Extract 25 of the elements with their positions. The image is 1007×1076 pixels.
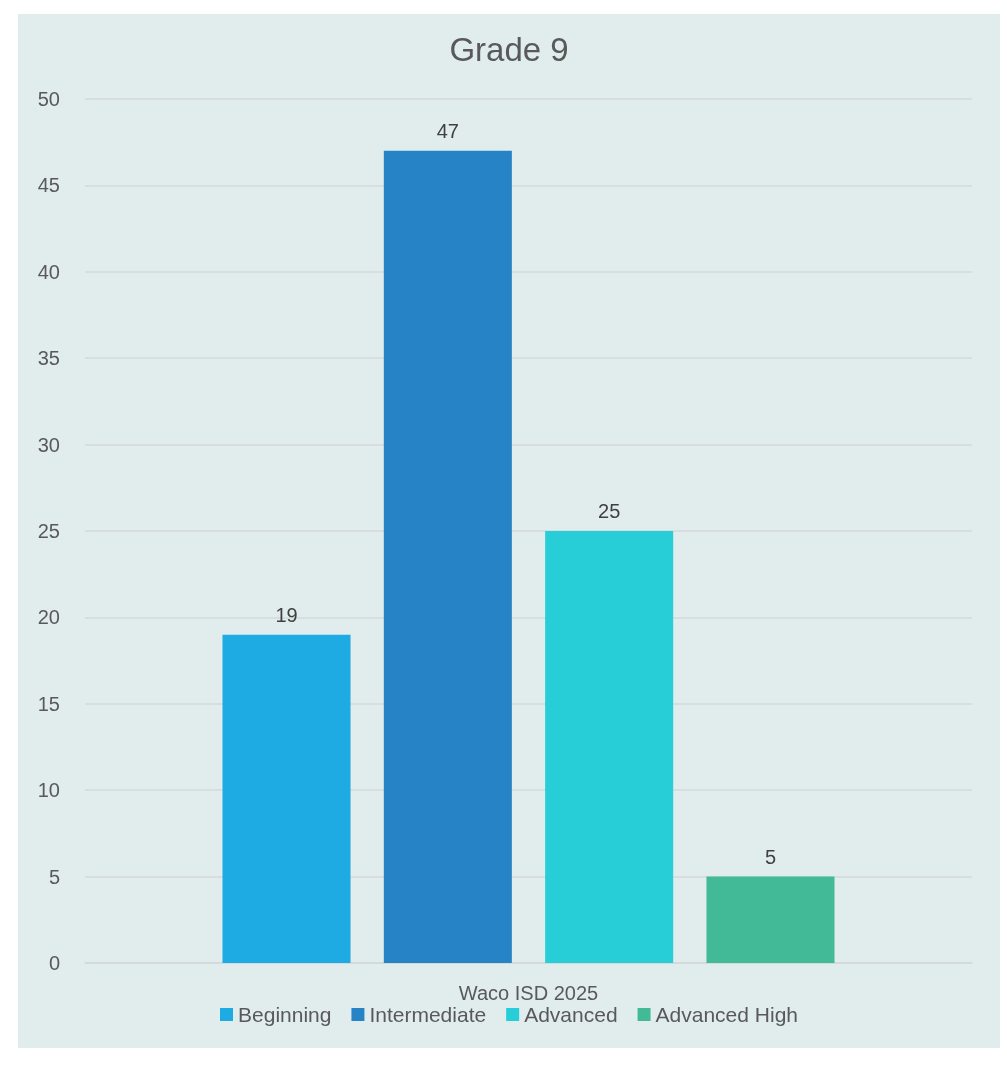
data-label: 25 (598, 500, 621, 522)
y-tick-label: 10 (37, 779, 60, 802)
legend-label: Beginning (238, 1003, 332, 1026)
bar (383, 150, 512, 963)
y-tick-label: 35 (37, 347, 60, 370)
y-tick-label: 30 (37, 433, 60, 456)
legend-label: Advanced (524, 1003, 618, 1026)
data-label: 5 (764, 845, 777, 868)
data-label: 19 (275, 603, 298, 626)
chart-title: Grade 9 (449, 31, 569, 68)
y-tick-label: 25 (37, 520, 60, 542)
legend-label: Advanced High (655, 1003, 798, 1026)
bar (545, 531, 674, 963)
y-tick-label: 0 (48, 952, 60, 974)
bar (222, 634, 351, 963)
y-tick-label: 45 (37, 174, 60, 197)
data-label: 47 (436, 119, 459, 142)
legend-label: Intermediate (369, 1003, 487, 1026)
y-tick-label: 50 (37, 88, 60, 110)
y-tick-label: 5 (48, 865, 60, 888)
x-tick-label: Waco ISD 2025 (458, 982, 599, 1004)
y-tick-label: 15 (37, 692, 60, 715)
y-tick-label: 40 (37, 260, 60, 283)
bar (706, 876, 835, 963)
y-tick-label: 20 (37, 606, 60, 629)
